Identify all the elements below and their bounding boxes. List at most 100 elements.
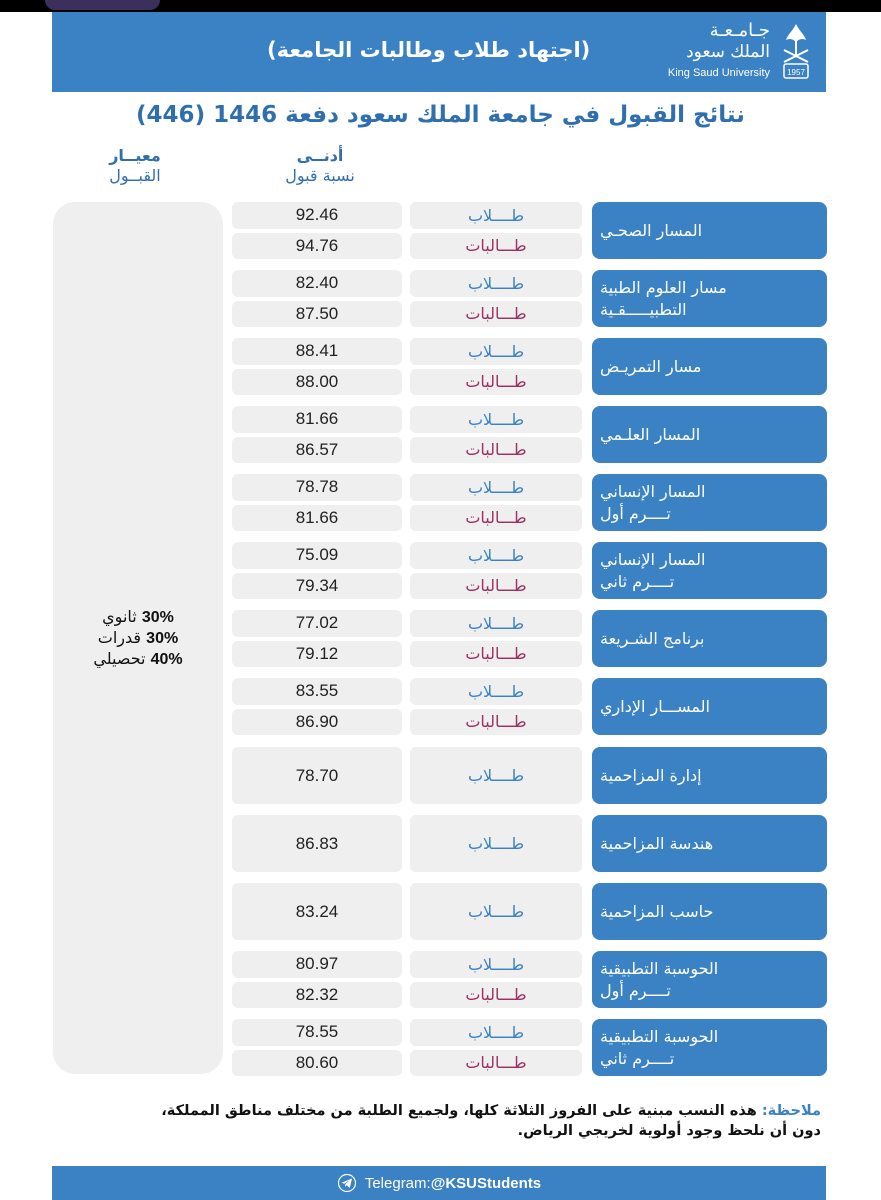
male-label-cell: طــــلاب: [410, 678, 582, 705]
track-label-line: إدارة المزاحمية: [600, 765, 702, 785]
top-notch: [45, 0, 160, 10]
track-button: المســـار الإداري: [592, 678, 827, 735]
track-button: الحوسبة التطبيقية تــــرم أول: [592, 951, 827, 1008]
criteria-item: 40% تحصيلي: [93, 648, 183, 668]
male-label-cell: طــــلاب: [410, 406, 582, 433]
track-label-line: مسار العلوم الطبية: [600, 277, 727, 297]
track-button: المسار العلـمي: [592, 406, 827, 463]
track-label-line: مسار التمريـض: [600, 356, 702, 376]
track-label-line: الحوسبة التطبيقية: [600, 1026, 719, 1046]
criteria-item: 30% قدرات: [97, 627, 179, 647]
note: ملاحظة: هذه النسب مبنية على الفروز الثلا…: [51, 1101, 821, 1141]
male-label-cell: طــــلاب: [410, 815, 582, 872]
track-button: الحوسبة التطبيقية تــــرم ثاني: [592, 1019, 827, 1076]
track-label-line: المسار الإنساني: [600, 549, 706, 569]
track-button: مسار العلوم الطبية التطبيـــــقـية: [592, 270, 827, 327]
female-min-score-cell: 79.12: [232, 640, 402, 667]
track-button: مسار التمريـض: [592, 338, 827, 395]
header-bar: 1957 جـامـعـة الملك سعود King Saud Unive…: [52, 12, 826, 92]
female-label-cell: طـــالبات: [410, 708, 582, 735]
criteria-box: 30% ثانوي 30% قدرات 40% تحصيلي: [53, 202, 223, 1074]
track-label-line: تــــرم أول: [600, 980, 671, 1000]
male-min-score-cell: 83.24: [232, 883, 402, 940]
track-label-line: حاسب المزاحمية: [600, 901, 714, 921]
note-line2: دون أن نلحظ وجود أولوية لخريجي الرياض.: [517, 1123, 821, 1139]
male-min-score-cell: 81.66: [232, 406, 402, 433]
female-min-score-cell: 88.00: [232, 368, 402, 395]
logo-english: King Saud University: [667, 67, 770, 79]
track-label-line: المسار الإنساني: [600, 481, 706, 501]
male-label-cell: طــــلاب: [410, 747, 582, 804]
criteria-header-line2: القبــول: [109, 166, 161, 185]
male-min-score-cell: 92.46: [232, 202, 402, 229]
tracks-table: المسار الصحـي طــــلاب 92.46 طـــالبات 94.76…: [232, 202, 827, 1076]
track-button: المسار الإنساني تــــرم ثاني: [592, 542, 827, 599]
female-label-cell: طـــالبات: [410, 232, 582, 259]
ksu-logo: 1957 جـامـعـة الملك سعود King Saud Unive…: [634, 20, 814, 86]
male-min-score-cell: 80.97: [232, 951, 402, 978]
female-min-score-cell: 86.57: [232, 436, 402, 463]
male-label-cell: طــــلاب: [410, 610, 582, 637]
svg-text:1957: 1957: [787, 68, 805, 77]
male-min-score-cell: 75.09: [232, 542, 402, 569]
male-min-score-cell: 78.55: [232, 1019, 402, 1046]
telegram-icon: [337, 1173, 356, 1193]
track-label-line: التطبيـــــقـية: [600, 299, 687, 319]
track-label-line: برنامج الشـريعة: [600, 628, 705, 648]
female-min-score-cell: 80.60: [232, 1049, 402, 1076]
female-min-score-cell: 82.32: [232, 981, 402, 1008]
male-label-cell: طــــلاب: [410, 883, 582, 940]
male-label-cell: طــــلاب: [410, 474, 582, 501]
female-min-score-cell: 87.50: [232, 300, 402, 327]
female-label-cell: طـــالبات: [410, 981, 582, 1008]
male-label-cell: طــــلاب: [410, 202, 582, 229]
note-label: ملاحظة:: [761, 1103, 821, 1119]
criteria-item: 30% ثانوي: [102, 606, 174, 626]
footer-bar: Telegram: @KSUStudents: [52, 1166, 826, 1200]
track-label-line: المسار الصحـي: [600, 220, 703, 240]
logo-arabic-line1: جـامـعـة: [709, 20, 770, 41]
male-label-cell: طــــلاب: [410, 338, 582, 365]
track-label-line: هندسة المزاحمية: [600, 833, 714, 853]
female-min-score-cell: 86.90: [232, 708, 402, 735]
track-label-line: تــــرم أول: [600, 503, 671, 523]
male-label-cell: طــــلاب: [410, 1019, 582, 1046]
track-button: هندسة المزاحمية: [592, 815, 827, 872]
female-label-cell: طـــالبات: [410, 640, 582, 667]
main-title: نتائج القبول في جامعة الملك سعود دفعة 14…: [136, 102, 745, 128]
female-min-score-cell: 94.76: [232, 232, 402, 259]
ksu-emblem-icon: 1957: [783, 24, 809, 79]
male-min-score-cell: 78.78: [232, 474, 402, 501]
male-label-cell: طــــلاب: [410, 270, 582, 297]
logo-arabic-line2: الملك سعود: [686, 42, 770, 62]
male-label-cell: طــــلاب: [410, 951, 582, 978]
note-line1: هذه النسب مبنية على الفروز الثلاثة كلها،…: [161, 1103, 757, 1119]
male-min-score-cell: 86.83: [232, 815, 402, 872]
track-label-line: المســـار الإداري: [600, 696, 710, 716]
female-label-cell: طـــالبات: [410, 572, 582, 599]
male-min-score-cell: 77.02: [232, 610, 402, 637]
criteria-header-line1: معيــار: [109, 146, 161, 165]
min-score-header-line2: نسبة قبول: [285, 166, 355, 185]
min-score-header-line1: أدنــى: [296, 146, 344, 165]
min-score-column-header: أدنــى نسبة قبول: [265, 146, 375, 186]
female-label-cell: طـــالبات: [410, 368, 582, 395]
female-min-score-cell: 81.66: [232, 504, 402, 531]
male-min-score-cell: 88.41: [232, 338, 402, 365]
track-label-line: تــــرم ثاني: [600, 1048, 675, 1068]
track-label-line: تــــرم ثاني: [600, 571, 675, 591]
top-black-strip: [0, 0, 881, 12]
track-button: المسار الصحـي: [592, 202, 827, 259]
footer-text: Telegram:: [364, 1174, 431, 1192]
track-button: برنامج الشـريعة: [592, 610, 827, 667]
male-min-score-cell: 82.40: [232, 270, 402, 297]
header-title: (اجتهاد طلاب وطالبات الجامعة): [267, 38, 591, 62]
male-min-score-cell: 83.55: [232, 678, 402, 705]
track-label-line: المسار العلـمي: [600, 424, 701, 444]
female-label-cell: طـــالبات: [410, 436, 582, 463]
male-min-score-cell: 78.70: [232, 747, 402, 804]
footer-handle[interactable]: @KSUStudents: [430, 1174, 542, 1192]
female-min-score-cell: 79.34: [232, 572, 402, 599]
track-button: المسار الإنساني تــــرم أول: [592, 474, 827, 531]
